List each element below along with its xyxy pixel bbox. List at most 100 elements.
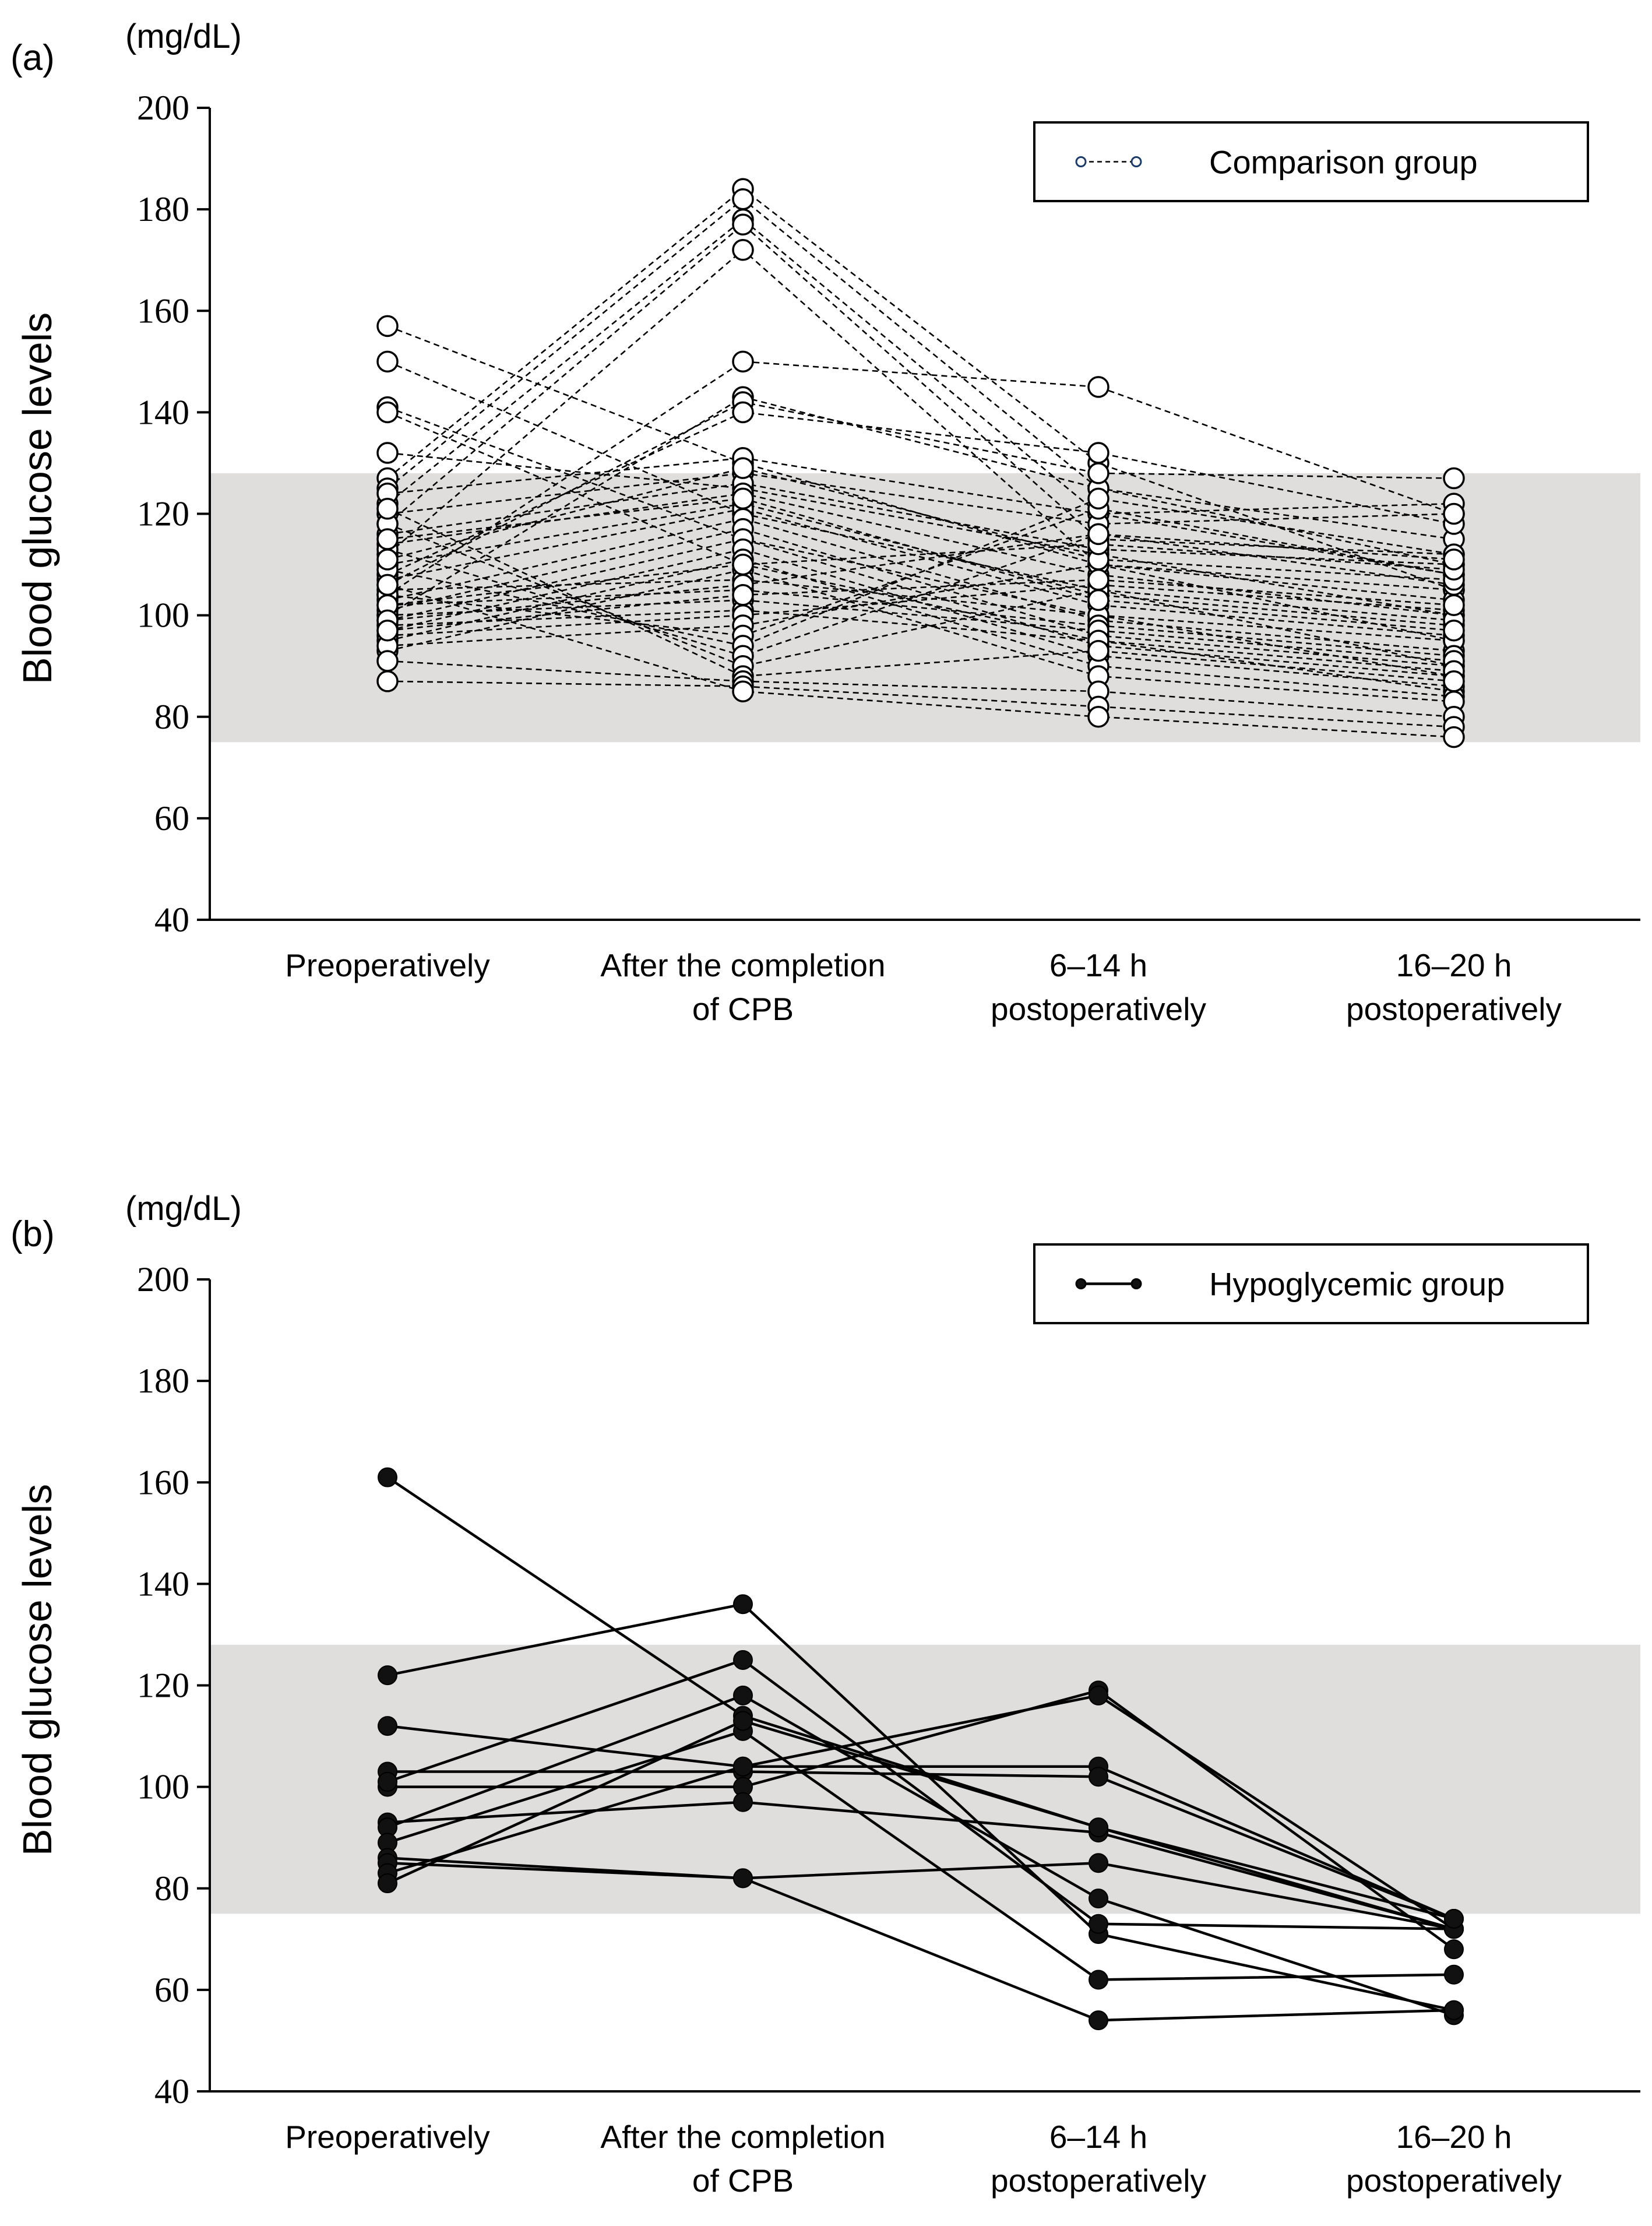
series-line [387,1602,1454,2012]
data-point [1089,2010,1108,2031]
legend-marker-swatch [1130,1278,1142,1289]
data-point [732,680,754,702]
x-category-label-line: 6–14 h [1049,947,1147,983]
legend-marker-swatch [1075,156,1087,167]
x-category-label-line: 16–20 h [1396,947,1512,983]
x-category-label: 16–20 h postoperatively [1346,2119,1562,2199]
data-point [732,401,754,424]
series-line [387,548,1454,687]
chart-panel-b: (b) (mg/dL) Blood glucose levels 200 180 160 1… [10,1190,1640,2199]
x-category-label-line: postoperatively [991,2162,1206,2199]
data-point [1087,639,1109,662]
series-line [387,1694,1455,1930]
series-line [387,467,1454,581]
data-point [376,574,399,596]
data-point [1443,726,1465,748]
series-line [387,406,1454,677]
data-point [732,213,754,235]
data-point [1443,670,1465,692]
legend-label: Comparison group [1209,144,1478,181]
series-line [387,508,1454,636]
y-tick-label: 40 [154,2072,189,2111]
data-point [733,1685,753,1705]
data-point [1087,706,1109,728]
data-point [1087,589,1109,611]
data-point [733,1594,753,1615]
data-point [1443,594,1465,616]
data-point [1087,376,1109,398]
data-point [1444,1939,1464,1960]
series-line [387,198,1454,565]
y-tick-label: 180 [137,1362,189,1400]
data-point [1089,1889,1108,1909]
series-line [387,1658,1454,1930]
data-point [376,670,399,692]
x-category-label-line: of CPB [692,991,794,1027]
series-line [387,538,1454,677]
series-line [387,482,1454,565]
data-point [732,584,754,606]
data-point [376,350,399,373]
series-line [387,412,1454,576]
y-tick-label: 200 [137,89,189,127]
y-unit-label: (mg/dL) [125,1190,242,1228]
x-category-label-line: 6–14 h [1049,2119,1147,2155]
series-line [387,188,1454,591]
series-line [387,223,1454,555]
data-point [378,1665,397,1686]
data-point [1087,487,1109,510]
data-point [732,487,754,510]
series-line [387,249,1454,591]
series-line [387,528,1454,667]
data-point [1443,619,1465,642]
y-tick-label: 60 [154,1971,189,2009]
y-axis-title: Blood glucose levels [15,1484,60,1856]
x-category-label: 6–14 h postoperatively [991,947,1206,1027]
x-category-label: Preoperatively [285,2119,490,2155]
data-point [1444,1964,1464,1985]
series-line [387,452,1454,616]
y-tick-label: 100 [137,596,189,635]
y-tick-label: 120 [137,1666,189,1705]
y-tick-label: 200 [137,1260,189,1299]
series-line [387,1694,1454,2017]
x-category-label-line: postoperatively [991,991,1206,1027]
chart-panel-a: (a) (mg/dL) Blood glucose levels 200 180 160 1… [10,17,1640,1027]
data-point [376,315,399,337]
y-tick-label: 160 [137,291,189,330]
x-category-label: After the completion of CPB [600,2119,885,2199]
panel-label: (a) [10,38,55,78]
series-line [387,498,1454,647]
data-point [1444,1908,1464,1929]
data-point [732,457,754,479]
series-line [387,533,1454,657]
data-point [1443,467,1465,490]
y-axis-title: Blood glucose levels [15,312,60,684]
x-category-label-line: of CPB [692,2162,794,2199]
y-tick-label: 160 [137,1463,189,1501]
series-line [387,579,1454,632]
x-category-label: Preoperatively [285,947,490,983]
data-point [376,401,399,424]
data-point [378,1771,397,1792]
data-point [1089,1817,1108,1838]
x-category-label-line: Preoperatively [285,2119,490,2155]
series-line [387,361,1454,667]
data-point [1087,568,1109,591]
series-line [387,1719,1454,1921]
y-tick-label: 140 [137,393,189,431]
x-category-label: 6–14 h postoperatively [991,2119,1206,2199]
series-line [387,502,1454,627]
data-point [376,528,399,550]
data-point [376,650,399,672]
y-tick-label: 40 [154,901,189,939]
y-tick-label: 80 [154,1869,189,1908]
data-point [732,350,754,373]
y-unit-label: (mg/dL) [125,17,242,55]
data-point [376,442,399,464]
data-point [376,548,399,571]
data-point [1087,523,1109,546]
series-line [387,396,1454,616]
series-line [387,584,1454,738]
data-point [732,239,754,261]
